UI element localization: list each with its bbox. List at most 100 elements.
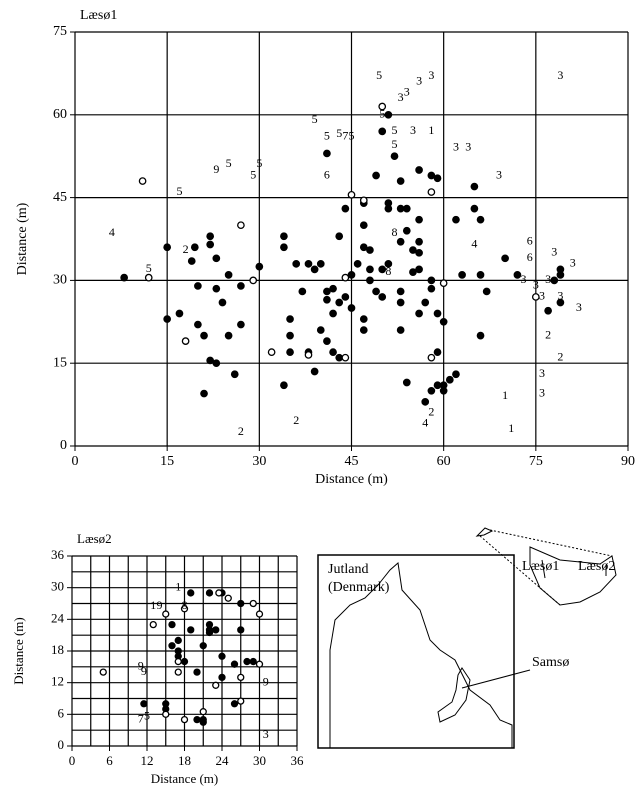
filled-point [292, 259, 301, 268]
x-tick-label: 36 [291, 753, 305, 768]
filled-point [323, 295, 331, 304]
filled-point [168, 620, 176, 629]
open-point [99, 668, 107, 676]
open-point [149, 620, 157, 629]
x-tick-label: 24 [216, 753, 230, 768]
open-point [255, 610, 264, 618]
open-point [267, 348, 276, 357]
point-label: 5 [144, 709, 150, 723]
point-label: 5 [324, 129, 330, 143]
filled-point [470, 182, 479, 191]
filled-point [353, 259, 362, 268]
point-label: 1 [508, 421, 514, 435]
filled-point [396, 298, 405, 307]
filled-point [384, 204, 393, 213]
y-tick-label: 45 [53, 190, 67, 205]
filled-point [200, 331, 208, 340]
filled-point [193, 715, 201, 724]
open-point [212, 681, 220, 689]
filled-point [366, 265, 374, 274]
filled-point [280, 381, 288, 390]
filled-point [163, 315, 172, 323]
point-label: 2 [293, 413, 299, 427]
filled-point [323, 337, 331, 345]
filled-point [415, 166, 423, 174]
point-label: 5 [392, 137, 398, 151]
y-tick-label: 0 [60, 438, 67, 453]
map-region: (Denmark) [328, 580, 390, 595]
point-label: 2 [183, 242, 189, 256]
point-label: 3 [465, 140, 471, 154]
y-tick-label: 18 [51, 642, 64, 657]
open-point [199, 708, 207, 716]
filled-point [310, 367, 319, 376]
filled-point [427, 171, 436, 180]
filled-point [163, 243, 172, 252]
filled-point [329, 348, 337, 357]
filled-point [212, 626, 220, 634]
filled-point [341, 204, 350, 213]
open-point [237, 221, 245, 230]
filled-point [347, 304, 356, 312]
open-point [347, 190, 356, 199]
y-axis-label: Distance (m) [15, 202, 30, 275]
point-label: 3 [545, 272, 551, 286]
filled-point [205, 589, 214, 597]
x-tick-label: 30 [253, 753, 266, 768]
filled-point [556, 298, 565, 307]
filled-point [458, 271, 466, 279]
filled-point [384, 110, 393, 119]
map-label: Læsø1 [522, 559, 559, 574]
filled-point [193, 668, 201, 676]
point-label: 5 [379, 107, 385, 121]
open-point [237, 697, 245, 705]
chart-title: Læsø1 [80, 8, 117, 23]
x-tick-label: 12 [141, 753, 154, 768]
filled-point [180, 657, 189, 666]
point-label: 5 [250, 167, 256, 181]
open-point [174, 668, 182, 676]
open-point [162, 710, 170, 718]
open-point [144, 273, 153, 282]
filled-point [335, 232, 344, 241]
filled-point [359, 315, 368, 323]
point-label: 2 [238, 424, 244, 438]
filled-point [249, 657, 257, 666]
open-point [249, 276, 258, 285]
point-label: 5 [376, 68, 382, 82]
filled-point [378, 293, 387, 301]
filled-point [409, 246, 417, 254]
point-label: 3 [539, 366, 545, 380]
point-label: 3 [263, 727, 269, 741]
open-point [427, 353, 436, 362]
filled-point [415, 309, 423, 318]
filled-point [205, 628, 214, 637]
point-label: 9 [157, 598, 163, 612]
filled-point [205, 620, 214, 629]
y-tick-label: 75 [53, 24, 67, 39]
filled-point [452, 215, 460, 224]
filled-point [372, 287, 380, 296]
open-point [224, 594, 232, 602]
filled-point [286, 315, 294, 323]
filled-point [218, 298, 227, 307]
point-label: 1 [502, 388, 508, 402]
filled-point [174, 636, 182, 645]
map-label: Samsø [532, 655, 569, 670]
filled-point [501, 254, 509, 263]
point-label: 4 [422, 416, 428, 430]
map-region: Jutland [328, 562, 368, 577]
filled-point [378, 265, 387, 274]
filled-point [224, 271, 233, 279]
y-tick-label: 6 [58, 705, 65, 720]
open-point [427, 188, 436, 196]
filled-point [280, 232, 288, 241]
jutland-outline [329, 562, 513, 749]
point-label: 9 [138, 659, 144, 673]
filled-point [212, 359, 221, 368]
filled-point [168, 642, 176, 650]
open-point [304, 351, 313, 359]
y-tick-label: 30 [51, 579, 64, 594]
y-tick-label: 15 [53, 355, 67, 370]
